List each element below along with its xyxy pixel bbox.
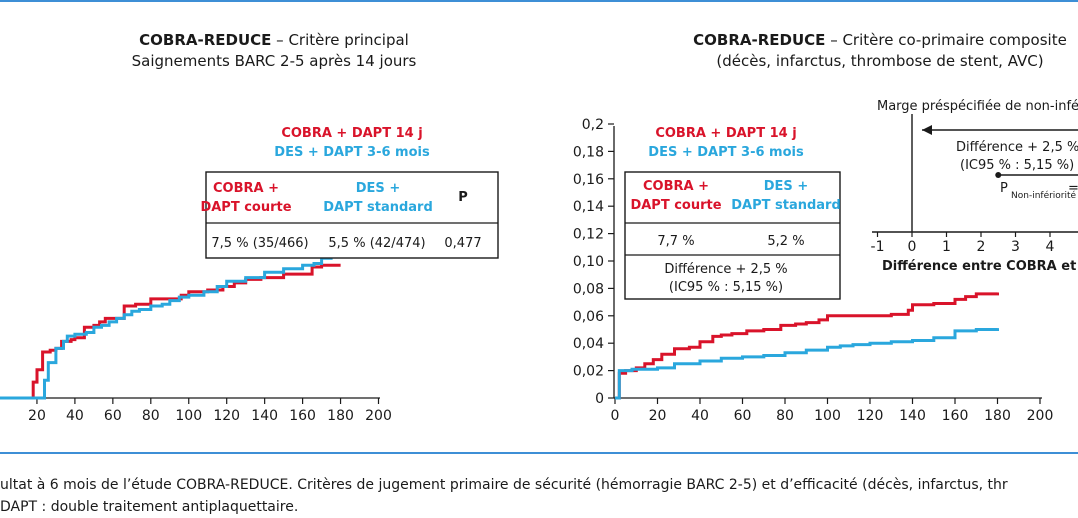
right-x-tick-label: 0 [611, 408, 620, 424]
right-table-footer-difference: Différence + 2,5 % [664, 262, 787, 277]
right-y-tick-label: 0,12 [573, 227, 604, 243]
left-x-tick-label: 20 [28, 408, 46, 424]
right-table-header-cobra-2: DAPT courte [630, 198, 721, 213]
left-table-header-p: P [458, 190, 468, 205]
caption-line-2: DAPT : double traitement antiplaquettair… [0, 499, 299, 515]
forest-tick-label: 2 [977, 239, 986, 255]
forest-tick-label: 4 [1046, 239, 1055, 255]
right-legend-des: DES + DAPT 3-6 mois [648, 145, 804, 160]
right-table-header-des-1: DES + [764, 179, 808, 194]
right-table-cell-cobra: 7,7 % [657, 234, 694, 249]
left-results-table [205, 171, 499, 259]
left-table-header-cobra-1: COBRA + [213, 181, 279, 196]
forest-x-label: Différence entre COBRA et DE [882, 259, 1078, 274]
right-x-tick-label: 20 [649, 408, 667, 424]
right-title-bold: COBRA-REDUCE [693, 31, 826, 49]
left-x-tick-label: 200 [365, 408, 392, 424]
left-series-des-line [0, 251, 343, 400]
left-x-tick-label: 140 [251, 408, 278, 424]
left-title-rest: – Critère principal [271, 31, 409, 49]
right-x-tick-label: 140 [899, 408, 926, 424]
figure-caption: ultat à 6 mois de l’étude COBRA-REDUCE. … [0, 474, 1008, 518]
left-table-header-des-1: DES + [356, 181, 400, 196]
right-table-header-des-2: DAPT standard [731, 198, 841, 213]
left-table-cell-cobra: 7,5 % (35/466) [211, 236, 308, 251]
right-table-cell-des: 5,2 % [767, 234, 804, 249]
right-x-tick-label: 180 [984, 408, 1011, 424]
right-title-line2: (décès, infarctus, thrombose de stent, A… [716, 52, 1044, 70]
forest-tick-label: 3 [1011, 239, 1020, 255]
right-legend-cobra: COBRA + DAPT 14 j [655, 126, 796, 141]
right-table-footer-ci: (IC95 % : 5,15 %) [669, 280, 783, 295]
left-table-cell-des: 5,5 % (42/474) [328, 236, 425, 251]
right-table-header-cobra-1: COBRA + [643, 179, 709, 194]
right-x-tick-label: 160 [942, 408, 969, 424]
forest-point-estimate [995, 172, 1002, 178]
right-y-tick-label: 0,04 [573, 336, 604, 352]
left-table-header-des-2: DAPT standard [323, 200, 433, 215]
top-rule [0, 0, 1078, 2]
forest-p-subscript: Non-infériorité [1011, 190, 1077, 201]
right-x-tick-label: 200 [1027, 408, 1054, 424]
right-x-tick-label: 60 [734, 408, 752, 424]
forest-tick-label: 1 [942, 239, 951, 255]
left-title-bold: COBRA-REDUCE [139, 31, 272, 49]
left-table-header-cobra-2: DAPT courte [200, 200, 291, 215]
left-x-tick-label: 180 [327, 408, 354, 424]
left-x-tick-label: 40 [66, 408, 84, 424]
right-y-tick-label: 0,16 [573, 172, 604, 188]
left-legend-des: DES + DAPT 3-6 mois [274, 145, 430, 160]
right-y-tick-label: 0,2 [582, 117, 604, 133]
right-x-tick-label: 40 [691, 408, 709, 424]
bottom-rule [0, 452, 1078, 454]
left-series-cobra-line [0, 263, 341, 400]
left-chart-title: COBRA-REDUCE – Critère principal Saignem… [74, 30, 474, 72]
left-table-cell-p: 0,477 [444, 236, 481, 251]
forest-difference-label: Différence + 2,5 % [956, 140, 1078, 155]
left-x-tick-label: 80 [142, 408, 160, 424]
right-y-tick-label: 0,14 [573, 199, 604, 215]
forest-margin-arrowhead [922, 125, 932, 135]
right-y-tick-label: 0,18 [573, 144, 604, 160]
right-y-tick-label: 0 [595, 391, 604, 407]
forest-p-label: P [1000, 181, 1008, 196]
right-y-tick-label: 0,02 [573, 364, 604, 380]
right-series-cobra-line [615, 292, 999, 400]
right-chart-title: COBRA-REDUCE – Critère co-primaire compo… [670, 30, 1078, 72]
forest-tick-label: -1 [871, 239, 885, 255]
right-series-des-line [615, 328, 999, 400]
left-legend-cobra: COBRA + DAPT 14 j [281, 126, 422, 141]
left-title-line2: Saignements BARC 2-5 après 14 jours [131, 52, 417, 70]
right-y-tick-label: 0,06 [573, 309, 604, 325]
forest-tick-label: 0 [908, 239, 917, 255]
right-x-tick-label: 120 [857, 408, 884, 424]
forest-title: Marge préspécifiée de non-infé [877, 99, 1078, 114]
right-results-table [624, 171, 841, 300]
caption-line-1: ultat à 6 mois de l’étude COBRA-REDUCE. … [0, 477, 1008, 493]
right-x-tick-label: 100 [814, 408, 841, 424]
right-title-rest: – Critère co-primaire composite [825, 31, 1067, 49]
left-x-tick-label: 100 [175, 408, 202, 424]
forest-p-equals: = [1068, 181, 1078, 196]
forest-ci-label: (IC95 % : 5,15 %) [960, 158, 1074, 173]
right-y-tick-label: 0,08 [573, 281, 604, 297]
left-x-tick-label: 160 [289, 408, 316, 424]
right-y-tick-label: 0,10 [573, 254, 604, 270]
left-x-tick-label: 120 [213, 408, 240, 424]
right-x-tick-label: 80 [776, 408, 794, 424]
left-x-tick-label: 60 [104, 408, 122, 424]
